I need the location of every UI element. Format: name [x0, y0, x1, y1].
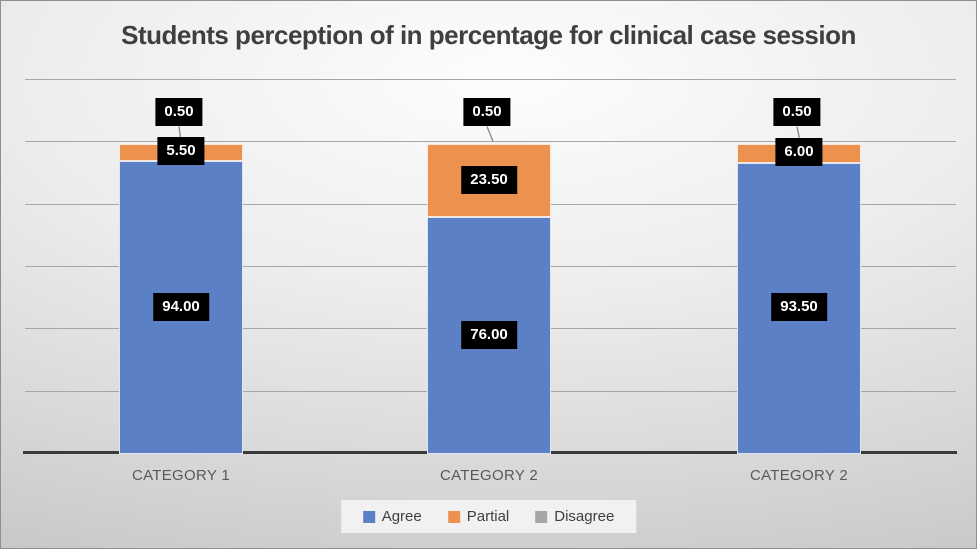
legend-item-disagree: Disagree: [535, 508, 614, 525]
chart-title: Students perception of in percentage for…: [121, 20, 856, 50]
legend-label: Partial: [466, 508, 510, 525]
legend-label: Agree: [381, 508, 422, 525]
plot-area: [23, 79, 957, 454]
legend-swatch-agree-icon: [362, 510, 375, 523]
category-label: CATEGORY 1: [131, 467, 231, 484]
data-label-agree: 93.50: [771, 293, 827, 322]
data-label-disagree: 0.50: [155, 98, 203, 126]
data-label-partial: 23.50: [461, 165, 517, 194]
data-label-partial: 5.50: [157, 137, 205, 166]
category-label: CATEGORY 2: [749, 467, 849, 484]
bar-segment-disagree: [427, 141, 551, 144]
legend-item-agree: Agree: [362, 508, 422, 525]
data-label-partial: 6.00: [775, 138, 823, 167]
data-label-agree: 94.00: [153, 292, 209, 321]
category-label: CATEGORY 2: [439, 467, 539, 484]
legend: Agree Partial Disagree: [340, 500, 637, 533]
data-label-disagree: 0.50: [463, 98, 511, 126]
data-label-agree: 76.00: [461, 320, 517, 349]
legend-swatch-disagree-icon: [535, 510, 548, 523]
legend-item-partial: Partial: [447, 508, 510, 525]
legend-swatch-partial-icon: [447, 510, 460, 523]
gridline: [25, 79, 956, 80]
gridline: [25, 141, 956, 143]
legend-label: Disagree: [554, 508, 615, 525]
data-label-disagree: 0.50: [773, 98, 821, 126]
